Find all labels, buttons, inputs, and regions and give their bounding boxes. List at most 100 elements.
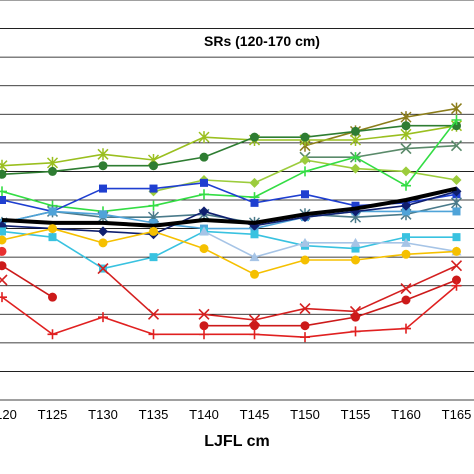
data-point bbox=[98, 161, 108, 171]
x-tick-label: T150 bbox=[290, 407, 320, 422]
data-point bbox=[0, 235, 7, 245]
x-tick-label: T130 bbox=[88, 407, 118, 422]
data-point bbox=[198, 131, 210, 144]
chart-title: SRs (120-170 cm) bbox=[204, 33, 320, 49]
series-group bbox=[0, 102, 463, 343]
series-path bbox=[1, 119, 458, 213]
x-tick-labels: T120 T125 T130 T135 T140 T145 T150 T155 T160 T165 bbox=[0, 407, 471, 422]
data-point bbox=[0, 246, 7, 256]
data-point bbox=[402, 207, 410, 216]
series-path bbox=[204, 279, 457, 327]
data-point bbox=[200, 178, 208, 187]
series-path bbox=[1, 230, 457, 270]
series-path bbox=[1, 265, 53, 298]
data-point bbox=[0, 186, 7, 197]
data-point bbox=[48, 233, 57, 242]
data-point bbox=[452, 207, 461, 216]
data-point bbox=[451, 280, 462, 291]
data-point bbox=[198, 308, 210, 320]
series-path bbox=[305, 144, 457, 158]
data-point bbox=[250, 132, 259, 142]
data-point bbox=[98, 312, 108, 323]
data-point bbox=[0, 261, 7, 271]
data-point bbox=[147, 308, 160, 320]
data-point bbox=[99, 184, 107, 193]
data-point bbox=[250, 321, 259, 331]
series-line bbox=[0, 280, 462, 343]
data-point bbox=[351, 201, 360, 210]
series-line bbox=[0, 121, 461, 179]
data-point bbox=[401, 323, 411, 334]
series-line bbox=[199, 226, 462, 262]
series-path bbox=[102, 264, 457, 321]
series-line bbox=[0, 224, 461, 279]
data-point bbox=[148, 329, 159, 340]
series-path bbox=[1, 210, 457, 230]
x-tick-label: T155 bbox=[341, 407, 371, 422]
data-point bbox=[450, 196, 463, 209]
data-point bbox=[250, 269, 259, 279]
data-point bbox=[148, 200, 159, 211]
data-point bbox=[300, 166, 310, 177]
data-point bbox=[400, 283, 412, 295]
data-point bbox=[47, 329, 58, 340]
data-point bbox=[300, 332, 310, 343]
data-point bbox=[250, 198, 259, 207]
data-point bbox=[149, 218, 158, 227]
x-tick-label: T165 bbox=[442, 407, 472, 422]
data-point bbox=[451, 115, 462, 125]
data-point bbox=[350, 152, 361, 163]
x-tick-label: T125 bbox=[38, 407, 68, 422]
data-point bbox=[0, 196, 6, 204]
x-tick-label: T160 bbox=[391, 407, 421, 422]
series-path bbox=[1, 124, 457, 176]
data-point bbox=[199, 189, 209, 200]
data-point bbox=[402, 233, 410, 242]
data-point bbox=[351, 244, 360, 253]
data-point bbox=[350, 163, 361, 174]
data-point bbox=[199, 321, 209, 331]
data-point bbox=[452, 233, 461, 242]
data-point bbox=[149, 184, 158, 193]
data-point bbox=[451, 175, 462, 185]
data-point bbox=[351, 312, 360, 322]
data-point bbox=[450, 260, 463, 272]
data-point bbox=[0, 159, 8, 172]
data-point bbox=[299, 303, 311, 315]
data-point bbox=[249, 329, 260, 340]
series-path bbox=[203, 230, 457, 258]
data-point bbox=[401, 121, 411, 131]
series-path bbox=[1, 190, 457, 236]
series-path bbox=[1, 124, 457, 167]
data-point bbox=[300, 132, 310, 142]
data-point bbox=[149, 226, 158, 236]
data-point bbox=[199, 152, 209, 162]
data-point bbox=[400, 143, 412, 155]
x-tick-label: T120 bbox=[0, 407, 17, 422]
data-point bbox=[0, 227, 6, 236]
data-point bbox=[349, 134, 362, 146]
data-point bbox=[300, 155, 310, 165]
data-point bbox=[401, 249, 411, 259]
data-point bbox=[149, 161, 158, 171]
data-point bbox=[48, 207, 57, 216]
data-point bbox=[401, 180, 411, 191]
series-line bbox=[0, 227, 461, 273]
data-point bbox=[350, 237, 361, 247]
data-point bbox=[149, 253, 158, 262]
series-path bbox=[1, 227, 457, 276]
data-point bbox=[401, 295, 411, 305]
series-path bbox=[1, 186, 457, 228]
data-point bbox=[48, 224, 57, 234]
data-point bbox=[199, 206, 209, 217]
data-point bbox=[0, 169, 7, 179]
data-point bbox=[199, 329, 209, 340]
data-point bbox=[97, 148, 109, 161]
series-line bbox=[1, 186, 457, 228]
x-tick-label: T135 bbox=[139, 407, 169, 422]
data-point bbox=[98, 226, 108, 237]
data-point bbox=[98, 238, 108, 248]
data-point bbox=[199, 226, 209, 236]
data-point bbox=[199, 244, 209, 254]
data-point bbox=[452, 246, 461, 256]
